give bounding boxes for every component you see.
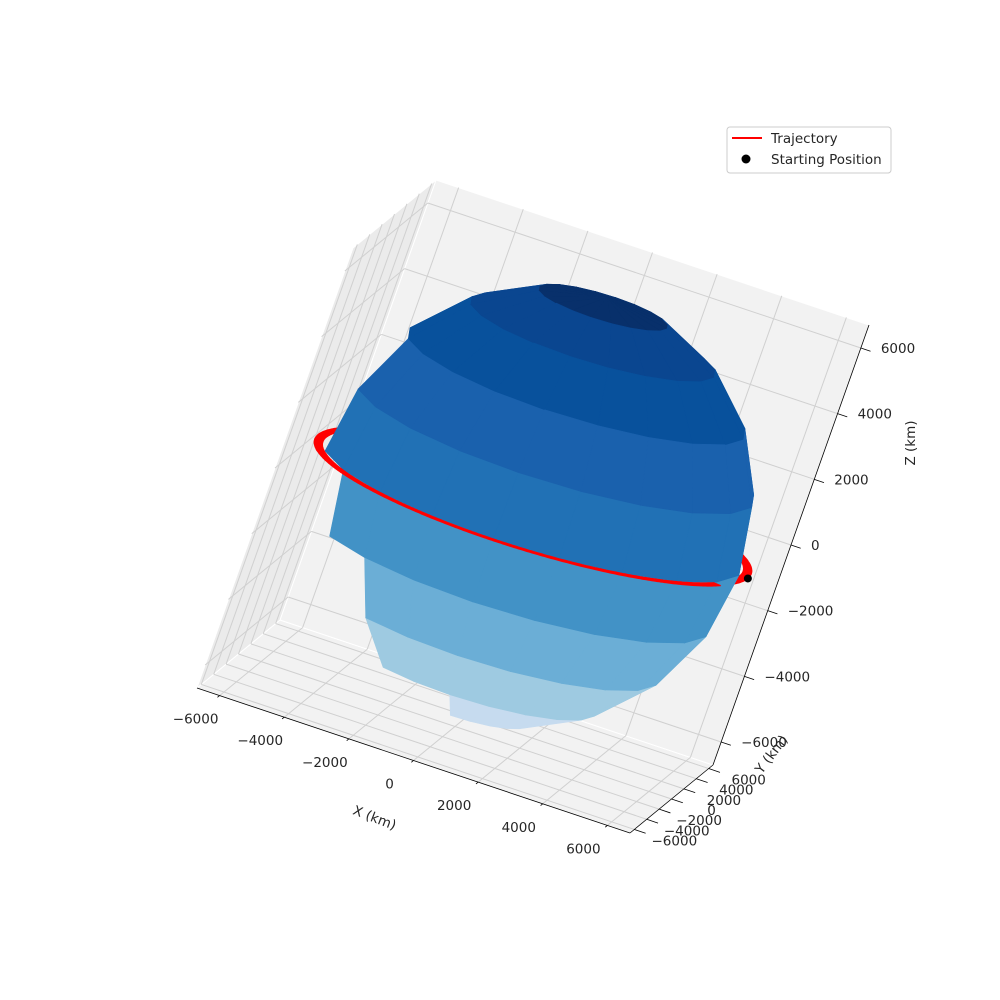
z-tick-mark-4 — [814, 478, 825, 483]
x-tick-mark-6 — [604, 825, 608, 828]
x-tick-mark-0 — [217, 695, 220, 698]
starting-position — [743, 574, 752, 583]
x-tick-mark-1 — [281, 716, 285, 720]
starting-position-marker — [743, 574, 752, 583]
z-tick-label-5: 4000 — [858, 407, 892, 423]
x-tick-mark-3 — [411, 760, 414, 763]
y-tick-mark-4 — [683, 788, 696, 794]
z-tick-label-1: −4000 — [764, 669, 810, 685]
z-tick-mark-1 — [744, 675, 755, 680]
grid-y-floor-2 — [225, 663, 660, 810]
grid-z-side-1 — [228, 530, 312, 600]
grid-z-back-6 — [427, 202, 862, 349]
y-tick-mark-6 — [708, 768, 721, 773]
grid-y-floor-1 — [213, 673, 647, 820]
z-tick-mark-0 — [721, 741, 731, 746]
y-tick-label-1: −4000 — [664, 823, 710, 839]
x-tick-mark-2 — [346, 738, 350, 741]
y-tick-mark-0 — [634, 829, 646, 834]
z-tick-mark-2 — [767, 610, 778, 615]
x-tick-label-4: 2000 — [437, 798, 471, 814]
grid-z-side-6 — [344, 202, 429, 272]
grid-z-side-5 — [321, 268, 405, 338]
earth-sphere — [324, 283, 755, 730]
axis-lines — [196, 324, 871, 834]
z-tick-mark-6 — [860, 347, 871, 352]
z-tick-label-4: 2000 — [834, 472, 868, 488]
x-tick-label-6: 6000 — [566, 841, 600, 857]
x-axis-label: X (km) — [351, 803, 399, 834]
z-tick-label-0: −6000 — [741, 735, 787, 751]
z-tick-label-3: 0 — [811, 538, 820, 554]
z-axis-label: Z (km) — [903, 420, 919, 465]
x-tick-label-1: −4000 — [237, 733, 283, 749]
trajectory-front-half — [315, 449, 721, 587]
grid-y-floor-3 — [238, 653, 672, 800]
y-tick-label-5: 4000 — [719, 783, 753, 799]
grid-y-floor-0 — [201, 683, 635, 830]
y-tick-label-2: −2000 — [676, 813, 722, 829]
legend-trajectory-label: Trajectory — [770, 131, 838, 147]
y-tick-label-4: 2000 — [707, 793, 741, 809]
z-tick-mark-5 — [837, 413, 848, 418]
grid-z-side-2 — [251, 465, 336, 535]
y-tick-mark-1 — [646, 818, 659, 824]
x-tick-label-0: −6000 — [173, 712, 219, 728]
legend: Trajectory Starting Position — [726, 126, 892, 174]
y-tick-label-6: 6000 — [731, 773, 765, 789]
x-tick-mark-4 — [475, 781, 479, 785]
legend-start-swatch — [741, 154, 751, 164]
x-tick-label-3: 0 — [385, 777, 394, 793]
grid-z-side-0 — [204, 596, 289, 666]
x-tick-label-5: 4000 — [502, 820, 536, 836]
legend-start-label: Starting Position — [771, 152, 882, 168]
grid-z-side-4 — [297, 333, 382, 403]
y-tick-mark-5 — [696, 778, 708, 783]
y-tick-mark-3 — [671, 798, 683, 804]
y-tick-label-3: 0 — [707, 803, 716, 819]
trajectory-front — [315, 449, 721, 587]
y-tick-label-0: −6000 — [651, 833, 697, 849]
z-tick-label-6: 6000 — [881, 341, 915, 357]
grid-z-side-3 — [274, 399, 359, 469]
y-tick-mark-2 — [658, 808, 671, 814]
x-tick-mark-5 — [540, 803, 544, 806]
legend-box — [726, 126, 892, 174]
z-tick-mark-3 — [790, 544, 801, 549]
x-tick-label-2: −2000 — [302, 755, 348, 771]
sphere-face-199 — [640, 437, 693, 514]
z-tick-label-2: −2000 — [788, 604, 834, 620]
sphere-face-195 — [691, 443, 731, 515]
